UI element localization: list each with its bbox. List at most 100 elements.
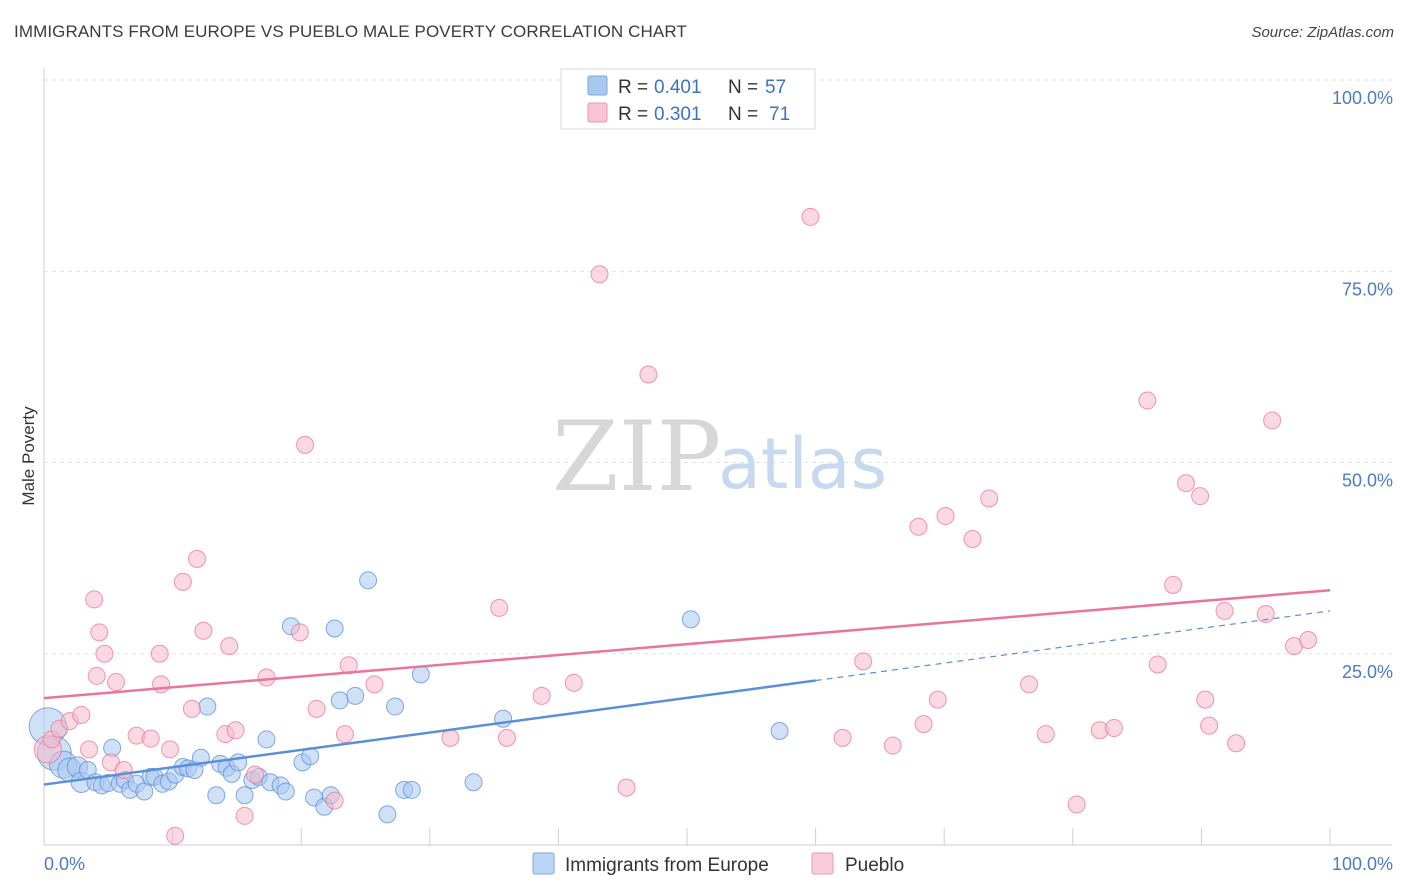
pueblo-point-9 <box>95 644 114 663</box>
pueblo-point-48 <box>909 517 928 536</box>
chart-title: IMMIGRANTS FROM EUROPE VS PUEBLO MALE PO… <box>14 22 687 41</box>
europe-point-52 <box>411 665 430 684</box>
legend-n-label-pueblo: N = <box>728 104 758 125</box>
pueblo-point-18 <box>166 826 185 845</box>
pueblo-point-26 <box>235 806 254 825</box>
legend-r-label-pueblo: R = <box>618 104 648 125</box>
pueblo-point-6 <box>85 590 104 609</box>
europe-point-51 <box>402 780 421 799</box>
y-tick-label-3: 100.0% <box>1332 88 1393 108</box>
pueblo-point-49 <box>914 715 933 734</box>
pueblo-point-36 <box>441 728 460 747</box>
pueblo-point-27 <box>245 765 264 784</box>
pueblo-point-16 <box>152 675 171 694</box>
pueblo-point-22 <box>194 621 213 640</box>
pueblo-point-37 <box>490 598 509 617</box>
pueblo-point-44 <box>801 207 820 226</box>
legend: R = 0.401 N = 57 R = 0.301 N = 71 <box>560 68 816 130</box>
pueblo-point-58 <box>1104 718 1123 737</box>
pueblo-point-38 <box>497 728 516 747</box>
europe-point-44 <box>325 619 344 638</box>
source-label: Source: ZipAtlas.com <box>1251 24 1394 41</box>
europe-point-47 <box>359 571 378 590</box>
pueblo-point-69 <box>1263 411 1282 430</box>
legend-n-value-pueblo: 71 <box>769 104 790 125</box>
europe-trend-line <box>43 679 816 786</box>
pueblo-point-54 <box>1020 675 1039 694</box>
pueblo-point-35 <box>365 675 384 694</box>
pueblo-point-47 <box>883 736 902 755</box>
pueblo-point-60 <box>1148 655 1167 674</box>
europe-point-37 <box>276 782 295 801</box>
pueblo-point-66 <box>1215 601 1234 620</box>
pueblo-point-43 <box>639 365 658 384</box>
pueblo-point-24 <box>220 637 239 656</box>
pueblo-point-55 <box>1036 725 1055 744</box>
europe-point-48 <box>378 805 397 824</box>
pueblo-point-25 <box>226 721 245 740</box>
tick-labels: 25.0% 50.0% 75.0% 100.0% 0.0% 100.0% <box>44 88 1393 874</box>
bottom-legend-label-pueblo: Pueblo <box>845 855 904 876</box>
grid-lines <box>44 79 1392 655</box>
y-tick-label-1: 50.0% <box>1342 471 1393 491</box>
pueblo-point-53 <box>980 489 999 508</box>
pueblo-point-63 <box>1191 487 1210 506</box>
pueblo-point-46 <box>854 652 873 671</box>
europe-point-54 <box>494 709 513 728</box>
pueblo-point-19 <box>173 572 192 591</box>
pueblo-point-71 <box>1299 630 1318 649</box>
pueblo-point-31 <box>307 699 326 718</box>
pueblo-point-8 <box>90 623 109 642</box>
legend-n-value-europe: 57 <box>765 77 786 98</box>
pueblo-point-17 <box>161 740 180 759</box>
pueblo-point-68 <box>1256 604 1275 623</box>
legend-r-value-europe: 0.401 <box>654 77 702 98</box>
europe-trend-extension <box>815 610 1331 682</box>
pueblo-point-56 <box>1067 795 1086 814</box>
bottom-legend-label-europe: Immigrants from Europe <box>565 855 769 876</box>
europe-point-46 <box>346 686 365 705</box>
pueblo-point-50 <box>928 690 947 709</box>
europe-point-49 <box>386 697 405 716</box>
pueblo-point-45 <box>833 728 852 747</box>
europe-point-31 <box>235 786 254 805</box>
trend-lines <box>43 589 1331 786</box>
pueblo-point-29 <box>290 623 309 642</box>
pueblo-point-41 <box>590 265 609 284</box>
europe-point-34 <box>257 730 276 749</box>
pueblo-point-64 <box>1196 690 1215 709</box>
bottom-legend-swatch-pueblo <box>811 852 834 875</box>
watermark-atlas: atlas <box>718 423 887 505</box>
europe-point-56 <box>770 722 789 741</box>
pueblo-point-32 <box>325 791 344 810</box>
legend-swatch-pueblo <box>587 102 608 123</box>
pueblo-point-40 <box>564 673 583 692</box>
x-tick-label-1: 100.0% <box>1332 854 1393 874</box>
y-tick-label-2: 75.0% <box>1342 279 1393 299</box>
pueblo-point-14 <box>141 729 160 748</box>
pueblo-point-7 <box>87 666 106 685</box>
pueblo-point-33 <box>335 725 354 744</box>
pueblo-point-61 <box>1164 575 1183 594</box>
legend-r-value-pueblo: 0.301 <box>654 104 702 125</box>
pueblo-point-20 <box>182 699 201 718</box>
europe-point-55 <box>681 610 700 629</box>
data-points <box>28 207 1318 845</box>
pueblo-point-28 <box>257 668 276 687</box>
pueblo-point-39 <box>532 686 551 705</box>
pueblo-point-42 <box>617 778 636 797</box>
pueblo-point-11 <box>107 673 126 692</box>
pueblo-point-12 <box>114 761 133 780</box>
x-tick-label-0: 0.0% <box>44 854 85 874</box>
europe-point-45 <box>330 691 349 710</box>
pueblo-point-21 <box>188 549 207 568</box>
legend-swatch-europe <box>587 75 608 96</box>
bottom-legend-swatch-europe <box>532 852 555 875</box>
pueblo-point-59 <box>1138 391 1157 410</box>
europe-point-26 <box>207 786 226 805</box>
bottom-legend: Immigrants from Europe Pueblo <box>532 852 904 876</box>
pueblo-point-67 <box>1227 734 1246 753</box>
europe-point-25 <box>198 697 217 716</box>
pueblo-point-15 <box>150 644 169 663</box>
